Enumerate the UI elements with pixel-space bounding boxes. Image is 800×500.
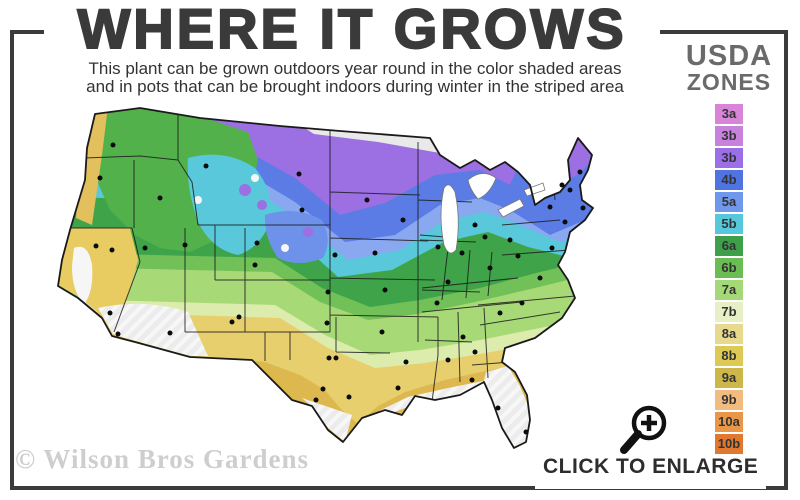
city-dot — [142, 245, 148, 251]
zone-chip-6a: 6a — [715, 236, 743, 256]
us-outline — [57, 107, 594, 449]
city-dot — [109, 247, 115, 253]
city-dot — [559, 182, 565, 188]
city-dot — [320, 386, 326, 392]
city-dot — [372, 250, 378, 256]
city-dot — [110, 142, 116, 148]
hardiness-map[interactable] — [40, 100, 670, 472]
city-dot — [252, 262, 258, 268]
city-dot — [324, 320, 330, 326]
click-to-enlarge-button[interactable]: CLICK TO ENLARGE — [535, 399, 767, 489]
city-dot — [567, 187, 573, 193]
city-dot — [487, 265, 493, 271]
hardiness-map-image[interactable] — [40, 100, 670, 472]
zone-chip-9b: 9b — [715, 390, 743, 410]
city-dot — [236, 314, 242, 320]
city-dot — [549, 245, 555, 251]
legend-title-usda: USDA — [685, 40, 773, 72]
zone-chip-5b: 5b — [715, 214, 743, 234]
city-dot — [434, 300, 440, 306]
city-dot — [577, 169, 583, 175]
city-dots — [93, 142, 586, 435]
city-dot — [445, 357, 451, 363]
city-dot — [400, 217, 406, 223]
zone-chip-3a: 3a — [715, 104, 743, 124]
city-dot — [107, 310, 113, 316]
city-dot — [537, 275, 543, 281]
city-dot — [472, 222, 478, 228]
city-dot — [507, 237, 513, 243]
city-dot — [403, 359, 409, 365]
zone-chip-3b: 3b — [715, 126, 743, 146]
city-dot — [346, 394, 352, 400]
legend-title-zones: ZONES — [686, 69, 772, 95]
city-dot — [459, 250, 465, 256]
city-dot — [495, 405, 501, 411]
city-dot — [482, 234, 488, 240]
city-dot — [523, 429, 529, 435]
city-dot — [547, 204, 553, 210]
subtitle: This plant can be grown outdoors year ro… — [70, 60, 640, 96]
city-dot — [445, 279, 451, 285]
city-dot — [364, 197, 370, 203]
zone-chip-10a: 10a — [715, 412, 743, 432]
great-lakes — [440, 173, 546, 254]
city-dot — [382, 287, 388, 293]
subtitle-line-1: This plant can be grown outdoors year ro… — [88, 59, 622, 78]
watermark: © Wilson Bros Gardens — [15, 444, 309, 474]
zone-chip-5a: 5a — [715, 192, 743, 212]
page-title: WHERE IT GROWS — [44, 0, 660, 59]
city-dot — [469, 377, 475, 383]
zone-chip-7a: 7a — [715, 280, 743, 300]
city-dot — [326, 355, 332, 361]
city-dot — [203, 163, 209, 169]
city-dot — [313, 397, 319, 403]
zone-chip-4b: 4b — [715, 170, 743, 190]
zone-chip-7b: 7b — [715, 302, 743, 322]
city-dot — [497, 310, 503, 316]
city-dot — [182, 242, 188, 248]
city-dot — [115, 331, 121, 337]
city-dot — [254, 240, 260, 246]
city-dot — [325, 289, 331, 295]
city-dot — [460, 334, 466, 340]
city-dot — [97, 175, 103, 181]
city-dot — [519, 300, 525, 306]
click-to-enlarge-label: CLICK TO ENLARGE — [535, 455, 767, 489]
city-dot — [299, 207, 305, 213]
zone-chip-8b: 8b — [715, 346, 743, 366]
city-dot — [515, 253, 521, 259]
zone-chip-8a: 8a — [715, 324, 743, 344]
usda-zones-legend: USDA ZONES 3a 3b 3b 4b 5a 5b 6a 6b 7a 7b 8a 8b 9a 9b 1… — [682, 42, 776, 454]
city-dot — [296, 171, 302, 177]
city-dot — [332, 252, 338, 258]
subtitle-line-2: and in pots that can be brought indoors … — [86, 77, 624, 96]
zone-chip-3b: 3b — [715, 148, 743, 168]
magnifier-plus-icon[interactable] — [612, 399, 674, 457]
zone-chip-10b: 10b — [715, 434, 743, 454]
zone-chip-9a: 9a — [715, 368, 743, 388]
city-dot — [580, 205, 586, 211]
city-dot — [93, 243, 99, 249]
city-dot — [333, 355, 339, 361]
city-dot — [167, 330, 173, 336]
city-dot — [229, 319, 235, 325]
zone-chip-6b: 6b — [715, 258, 743, 278]
city-dot — [435, 244, 441, 250]
zone-chip-list: 3a 3b 3b 4b 5a 5b 6a 6b 7a 7b 8a 8b 9a 9b 10a 10b — [682, 104, 776, 454]
city-dot — [379, 329, 385, 335]
city-dot — [562, 219, 568, 225]
city-dot — [157, 195, 163, 201]
city-dot — [472, 349, 478, 355]
city-dot — [395, 385, 401, 391]
